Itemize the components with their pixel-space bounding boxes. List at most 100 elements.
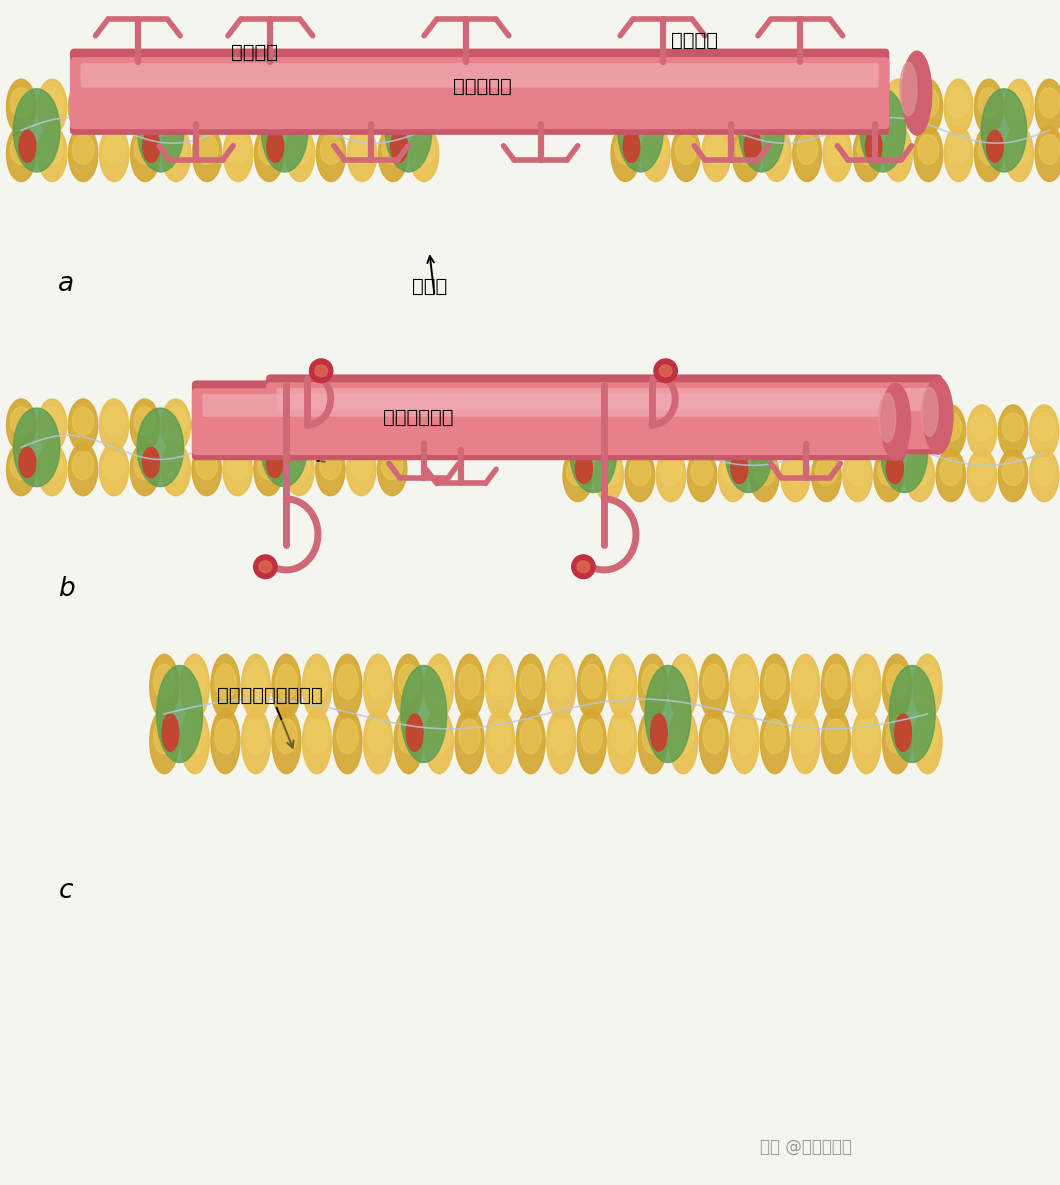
Ellipse shape bbox=[889, 666, 935, 762]
Ellipse shape bbox=[288, 408, 311, 435]
FancyBboxPatch shape bbox=[192, 380, 905, 460]
Ellipse shape bbox=[646, 88, 667, 117]
Ellipse shape bbox=[1034, 457, 1055, 486]
Ellipse shape bbox=[227, 451, 248, 480]
Ellipse shape bbox=[563, 405, 593, 457]
Ellipse shape bbox=[161, 79, 191, 135]
Ellipse shape bbox=[196, 88, 218, 117]
Ellipse shape bbox=[391, 130, 408, 162]
Ellipse shape bbox=[285, 126, 315, 181]
Ellipse shape bbox=[1002, 414, 1024, 441]
Ellipse shape bbox=[1005, 79, 1034, 135]
Ellipse shape bbox=[914, 79, 942, 135]
Ellipse shape bbox=[858, 135, 879, 165]
Ellipse shape bbox=[878, 414, 900, 441]
Ellipse shape bbox=[1035, 126, 1060, 181]
Ellipse shape bbox=[702, 79, 730, 135]
Ellipse shape bbox=[41, 88, 63, 117]
Ellipse shape bbox=[428, 665, 449, 699]
Ellipse shape bbox=[651, 713, 667, 751]
Ellipse shape bbox=[211, 654, 240, 719]
Ellipse shape bbox=[192, 399, 222, 451]
Ellipse shape bbox=[815, 457, 837, 486]
Ellipse shape bbox=[1002, 457, 1024, 486]
Ellipse shape bbox=[796, 135, 817, 165]
Ellipse shape bbox=[351, 451, 372, 480]
Ellipse shape bbox=[691, 457, 713, 486]
Ellipse shape bbox=[285, 443, 314, 495]
Ellipse shape bbox=[306, 665, 328, 699]
Ellipse shape bbox=[764, 719, 785, 754]
Ellipse shape bbox=[154, 665, 175, 699]
Ellipse shape bbox=[485, 709, 514, 774]
Ellipse shape bbox=[822, 654, 850, 719]
Ellipse shape bbox=[11, 451, 32, 480]
FancyBboxPatch shape bbox=[70, 49, 889, 135]
Ellipse shape bbox=[642, 665, 664, 699]
Ellipse shape bbox=[520, 665, 542, 699]
Ellipse shape bbox=[719, 405, 748, 457]
Ellipse shape bbox=[706, 88, 727, 117]
Ellipse shape bbox=[570, 414, 617, 493]
Ellipse shape bbox=[254, 79, 284, 135]
Ellipse shape bbox=[734, 719, 755, 754]
Ellipse shape bbox=[254, 126, 284, 181]
Ellipse shape bbox=[315, 365, 328, 377]
Ellipse shape bbox=[730, 709, 759, 774]
Ellipse shape bbox=[242, 654, 270, 719]
Ellipse shape bbox=[351, 408, 372, 435]
Ellipse shape bbox=[944, 126, 973, 181]
Ellipse shape bbox=[936, 449, 966, 501]
Ellipse shape bbox=[793, 79, 822, 135]
Ellipse shape bbox=[703, 665, 724, 699]
Ellipse shape bbox=[154, 719, 175, 754]
Ellipse shape bbox=[316, 443, 346, 495]
Ellipse shape bbox=[594, 405, 623, 457]
Ellipse shape bbox=[730, 454, 748, 483]
Ellipse shape bbox=[625, 405, 655, 457]
Ellipse shape bbox=[162, 713, 179, 751]
Ellipse shape bbox=[382, 451, 403, 480]
Ellipse shape bbox=[987, 130, 1003, 162]
Ellipse shape bbox=[791, 709, 819, 774]
Ellipse shape bbox=[918, 135, 939, 165]
Ellipse shape bbox=[687, 449, 717, 501]
Ellipse shape bbox=[615, 88, 636, 117]
Ellipse shape bbox=[611, 79, 640, 135]
Ellipse shape bbox=[764, 665, 785, 699]
Ellipse shape bbox=[184, 665, 206, 699]
Ellipse shape bbox=[732, 79, 761, 135]
Ellipse shape bbox=[736, 88, 757, 117]
Ellipse shape bbox=[135, 135, 156, 165]
Ellipse shape bbox=[623, 130, 640, 162]
Ellipse shape bbox=[337, 665, 358, 699]
Ellipse shape bbox=[485, 654, 514, 719]
Text: 粗肌丝: 粗肌丝 bbox=[411, 277, 447, 296]
Ellipse shape bbox=[227, 408, 248, 435]
Ellipse shape bbox=[853, 79, 882, 135]
Ellipse shape bbox=[611, 126, 640, 181]
Ellipse shape bbox=[760, 654, 790, 719]
Ellipse shape bbox=[793, 126, 822, 181]
Ellipse shape bbox=[135, 88, 156, 117]
Ellipse shape bbox=[672, 79, 701, 135]
Ellipse shape bbox=[823, 79, 852, 135]
Ellipse shape bbox=[347, 399, 376, 451]
Ellipse shape bbox=[394, 654, 423, 719]
Ellipse shape bbox=[884, 79, 913, 135]
Ellipse shape bbox=[974, 126, 1003, 181]
Ellipse shape bbox=[383, 135, 404, 165]
Ellipse shape bbox=[347, 443, 376, 495]
Ellipse shape bbox=[149, 709, 179, 774]
Ellipse shape bbox=[827, 135, 848, 165]
Ellipse shape bbox=[245, 665, 266, 699]
Ellipse shape bbox=[581, 719, 602, 754]
Ellipse shape bbox=[459, 665, 480, 699]
Ellipse shape bbox=[316, 79, 346, 135]
Ellipse shape bbox=[14, 89, 60, 172]
Ellipse shape bbox=[130, 79, 160, 135]
Ellipse shape bbox=[571, 555, 595, 578]
Ellipse shape bbox=[348, 79, 376, 135]
Ellipse shape bbox=[19, 130, 36, 162]
Ellipse shape bbox=[161, 399, 191, 451]
